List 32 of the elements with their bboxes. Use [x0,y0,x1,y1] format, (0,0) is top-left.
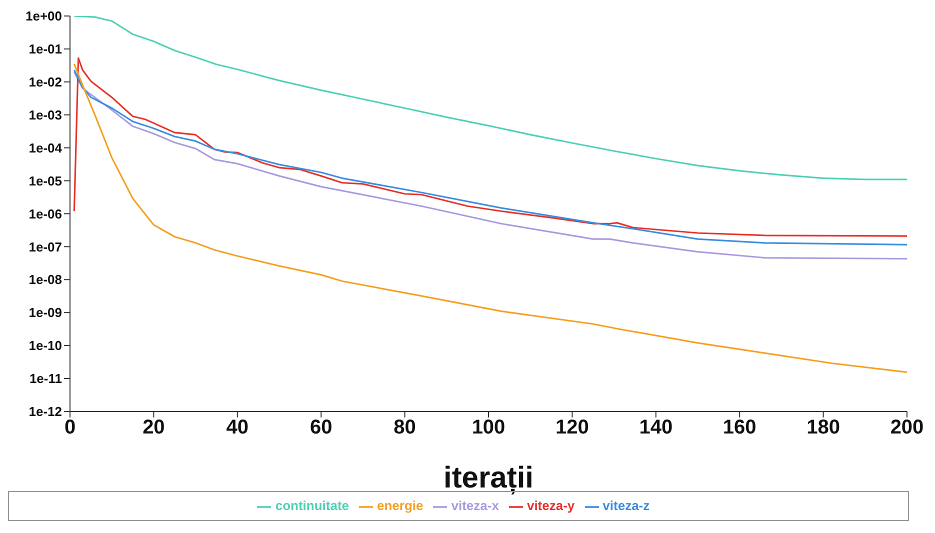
line-series [73,16,907,180]
y-tick-label: 1e-07 [28,239,62,254]
y-tick-label: 1e-04 [28,140,63,156]
x-tick-label: 140 [639,416,673,439]
x-tick-label: 0 [64,416,76,439]
y-tick-label: 1e-12 [28,404,62,420]
y-tick-label: 1e-06 [28,206,62,222]
line-series [73,63,907,374]
legend-label: viteza-y [526,498,575,514]
x-tick-label: 40 [226,416,249,439]
x-tick-label: 80 [394,416,416,439]
y-tick-label: 1e+00 [25,8,62,24]
x-tick-label: 200 [890,416,924,439]
y-tick-label: 1e-08 [28,272,62,288]
x-tick-label: 120 [556,416,589,439]
legend-label: viteza-z [602,498,650,514]
y-tick-label: 1e-09 [28,305,62,320]
y-tick-label: 1e-10 [28,338,62,354]
y-tick-label: 1e-03 [28,107,62,122]
x-axis-title: iterații [443,461,534,494]
y-tick-label: 1e-02 [28,74,62,90]
y-tick-label: 1e-11 [29,371,62,386]
y-tick-label: 1e-01 [28,42,62,57]
legend-label: viteza-x [451,498,499,514]
x-tick-label: 180 [806,416,840,439]
y-tick-label: 1e-05 [28,173,62,188]
x-tick-label: 60 [310,416,332,439]
legend-label: energie [377,498,424,514]
x-tick-label: 20 [142,416,165,439]
x-tick-label: 100 [472,416,506,439]
legend-label: continuitate [275,498,350,514]
x-tick-label: 160 [722,416,756,439]
